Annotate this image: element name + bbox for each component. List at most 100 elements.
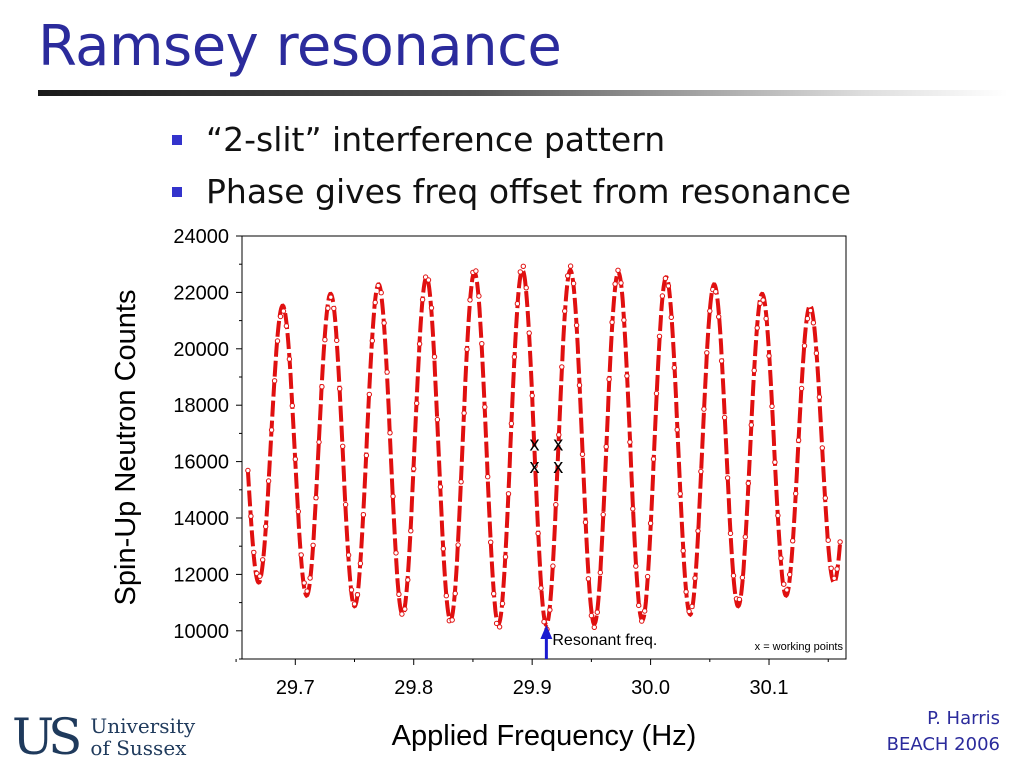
data-point — [464, 346, 470, 352]
data-point — [579, 451, 586, 457]
data-point — [825, 537, 831, 543]
university-logo: US University of Sussex — [12, 712, 195, 762]
data-point — [757, 300, 763, 306]
data-point — [582, 519, 589, 525]
data-point — [476, 293, 482, 299]
data-point — [644, 573, 651, 580]
data-point — [778, 555, 784, 561]
data-point — [793, 490, 799, 497]
data-point — [405, 577, 411, 583]
data-point — [736, 596, 743, 603]
data-point — [810, 320, 817, 326]
data-point — [277, 313, 284, 320]
data-point — [718, 358, 725, 364]
data-point — [307, 575, 313, 581]
data-point — [665, 283, 672, 289]
data-point — [425, 277, 432, 283]
data-point — [396, 591, 402, 597]
data-point — [419, 296, 426, 303]
y-tick-label: 14000 — [173, 508, 229, 530]
data-point — [588, 612, 595, 619]
data-point — [597, 569, 603, 576]
resonance-label: Resonant freq. — [552, 632, 657, 649]
data-point — [754, 325, 760, 331]
data-point — [819, 445, 825, 451]
data-point — [488, 539, 494, 545]
data-point — [384, 369, 390, 375]
data-point — [263, 523, 269, 530]
data-point — [831, 575, 837, 581]
data-point — [576, 382, 583, 388]
data-point — [647, 520, 654, 526]
data-point — [668, 314, 674, 320]
data-point — [606, 376, 612, 382]
y-tick-label: 24000 — [173, 226, 229, 248]
data-point — [514, 301, 521, 307]
data-point — [775, 512, 781, 519]
data-point — [265, 478, 272, 484]
data-point — [642, 608, 648, 614]
data-point — [565, 273, 571, 279]
data-point — [784, 587, 790, 593]
data-point — [348, 587, 355, 593]
data-point — [342, 501, 349, 508]
bullet-item: “2-slit” interference pattern — [170, 118, 851, 170]
data-point — [260, 557, 266, 563]
data-point — [745, 480, 751, 486]
data-point — [594, 609, 600, 615]
data-point — [313, 495, 319, 501]
y-tick-label: 22000 — [173, 282, 229, 304]
data-point — [609, 319, 615, 325]
data-point — [550, 563, 556, 569]
data-point — [787, 571, 793, 578]
data-point — [301, 580, 307, 586]
data-point — [585, 576, 592, 582]
x-tick-label: 30.0 — [631, 677, 670, 699]
bullet-item: Phase gives freq offset from resonance — [170, 170, 851, 222]
data-point — [739, 574, 746, 581]
data-point — [325, 305, 331, 311]
data-point — [345, 552, 352, 558]
data-point — [271, 378, 278, 384]
author-credit: P. Harris BEACH 2006 — [887, 706, 1000, 758]
data-points-group — [245, 263, 843, 633]
data-point — [532, 463, 538, 469]
data-point — [467, 297, 473, 303]
data-point — [245, 467, 251, 474]
data-point — [724, 475, 731, 481]
data-point — [656, 333, 663, 339]
data-point — [650, 456, 657, 462]
data-point — [274, 338, 281, 344]
data-point — [257, 573, 263, 579]
data-point — [340, 443, 346, 449]
data-point — [567, 263, 574, 269]
data-point — [319, 384, 325, 390]
y-tick-label: 20000 — [173, 339, 229, 361]
data-point — [369, 338, 375, 344]
data-point — [251, 549, 257, 556]
bullet-square-icon — [172, 135, 182, 145]
data-point — [322, 337, 328, 343]
data-point — [437, 484, 444, 490]
data-point — [603, 444, 609, 450]
data-point — [505, 491, 512, 497]
data-point — [727, 530, 734, 537]
data-point — [748, 422, 754, 428]
data-point — [402, 606, 408, 612]
data-point — [674, 427, 680, 433]
x-tick-label: 29.8 — [394, 677, 433, 699]
data-point — [751, 367, 757, 374]
data-point — [378, 290, 384, 296]
data-point — [292, 456, 298, 462]
data-point — [461, 410, 467, 416]
data-point — [517, 269, 523, 275]
data-point — [268, 427, 275, 433]
data-point — [331, 305, 337, 312]
data-point — [458, 479, 464, 485]
data-point — [354, 592, 361, 598]
logo-line-1: University — [90, 714, 196, 738]
data-point — [615, 267, 621, 273]
y-tick-label: 10000 — [173, 621, 229, 643]
data-point — [730, 573, 737, 579]
